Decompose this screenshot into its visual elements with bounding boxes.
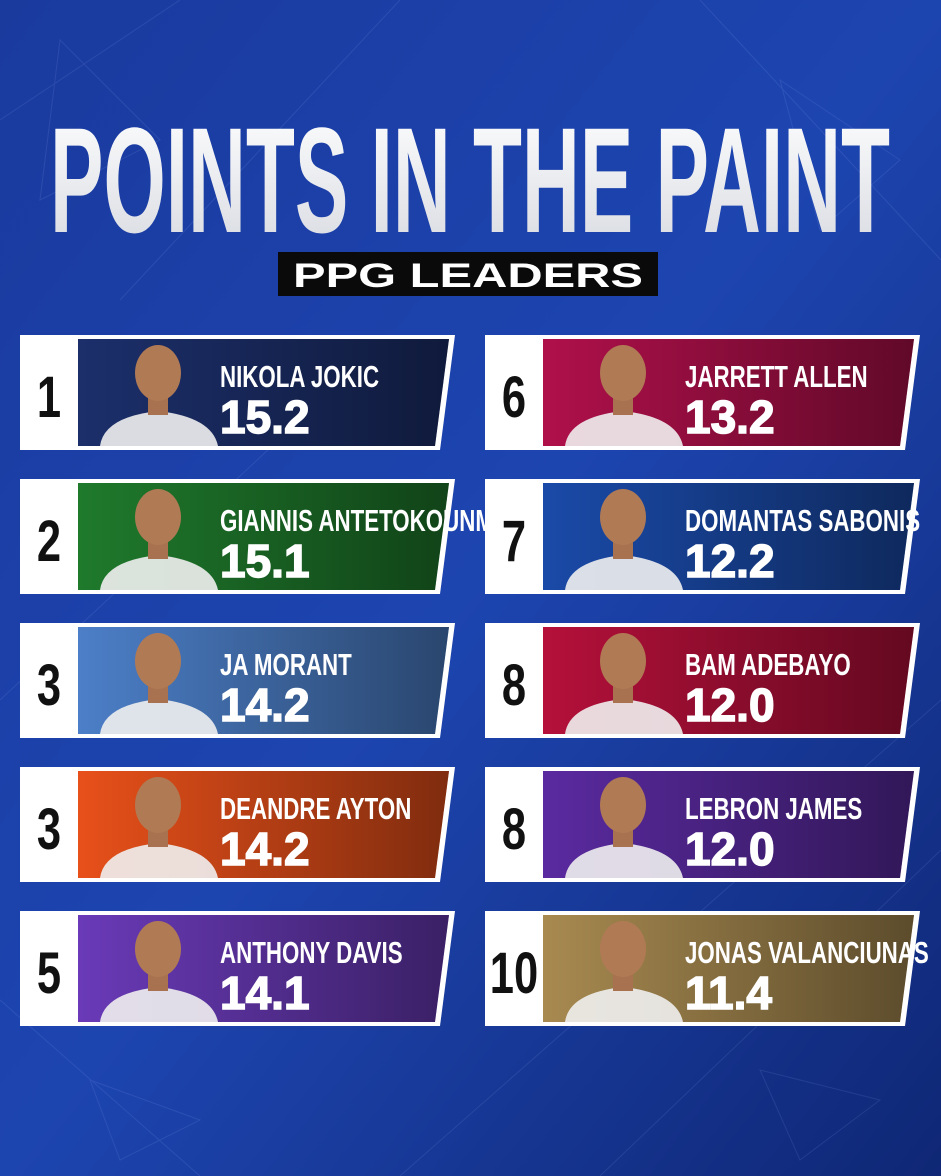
player-ppg: 12.0 bbox=[685, 823, 775, 875]
player-ppg: 13.2 bbox=[685, 391, 775, 443]
player-ppg: 14.2 bbox=[220, 823, 310, 875]
player-rank: 8 bbox=[502, 797, 526, 861]
player-ppg: 14.2 bbox=[220, 679, 310, 731]
player-head bbox=[600, 489, 646, 545]
player-rank: 6 bbox=[502, 365, 526, 429]
player-name-group: DOMANTAS SABONIS bbox=[685, 503, 920, 537]
player-jersey bbox=[565, 555, 683, 590]
player-jersey bbox=[565, 699, 683, 734]
player-name-group: NIKOLA JOKIC bbox=[220, 359, 379, 393]
player-name: DEANDRE AYTON bbox=[220, 791, 411, 825]
player-name-group: ANTHONY DAVIS bbox=[220, 935, 403, 969]
player-name-group: LEBRON JAMES bbox=[685, 791, 862, 825]
player-head bbox=[135, 777, 181, 833]
player-head bbox=[135, 345, 181, 401]
player-head bbox=[135, 633, 181, 689]
player-ppg: 15.1 bbox=[220, 535, 310, 587]
player-ppg: 14.1 bbox=[220, 967, 310, 1019]
player-name: GIANNIS ANTETOKOUNMPO bbox=[220, 503, 526, 537]
player-ppg: 15.2 bbox=[220, 391, 310, 443]
player-name-group: JA MORANT bbox=[220, 647, 352, 681]
player-head bbox=[135, 921, 181, 977]
player-name-group: JARRETT ALLEN bbox=[685, 359, 868, 393]
player-name: LEBRON JAMES bbox=[685, 791, 862, 825]
title: POINTS IN THE PAINT bbox=[50, 96, 890, 264]
subtitle: PPG LEADERS bbox=[293, 257, 643, 295]
player-jersey bbox=[565, 411, 683, 446]
player-head bbox=[600, 921, 646, 977]
player-name-group: JONAS VALANCIUNAS bbox=[685, 935, 929, 969]
player-name: JONAS VALANCIUNAS bbox=[685, 935, 929, 969]
player-ppg: 11.4 bbox=[685, 967, 772, 1019]
subtitle-box bbox=[278, 252, 658, 296]
player-jersey bbox=[100, 987, 218, 1022]
player-head bbox=[600, 633, 646, 689]
player-rank: 7 bbox=[502, 509, 526, 573]
player-jersey bbox=[100, 699, 218, 734]
player-head bbox=[600, 777, 646, 833]
player-name-group: BAM ADEBAYO bbox=[685, 647, 851, 681]
player-ppg: 12.2 bbox=[685, 535, 775, 587]
player-rank: 1 bbox=[37, 365, 61, 429]
player-jersey bbox=[100, 843, 218, 878]
player-rank: 8 bbox=[502, 653, 526, 717]
player-jersey bbox=[565, 987, 683, 1022]
player-jersey bbox=[565, 843, 683, 878]
player-head bbox=[135, 489, 181, 545]
player-name: BAM ADEBAYO bbox=[685, 647, 851, 681]
player-name: NIKOLA JOKIC bbox=[220, 359, 379, 393]
player-rank: 3 bbox=[37, 653, 61, 717]
player-name: ANTHONY DAVIS bbox=[220, 935, 403, 969]
player-name: JA MORANT bbox=[220, 647, 352, 681]
player-name: DOMANTAS SABONIS bbox=[685, 503, 920, 537]
player-name-group: DEANDRE AYTON bbox=[220, 791, 411, 825]
player-rank: 5 bbox=[37, 941, 61, 1005]
player-jersey bbox=[100, 555, 218, 590]
player-name: JARRETT ALLEN bbox=[685, 359, 868, 393]
player-rank: 3 bbox=[37, 797, 61, 861]
player-rank: 10 bbox=[490, 941, 538, 1005]
player-name-group: GIANNIS ANTETOKOUNMPO bbox=[220, 503, 526, 537]
player-jersey bbox=[100, 411, 218, 446]
player-rank: 2 bbox=[37, 509, 61, 573]
player-ppg: 12.0 bbox=[685, 679, 775, 731]
player-head bbox=[600, 345, 646, 401]
